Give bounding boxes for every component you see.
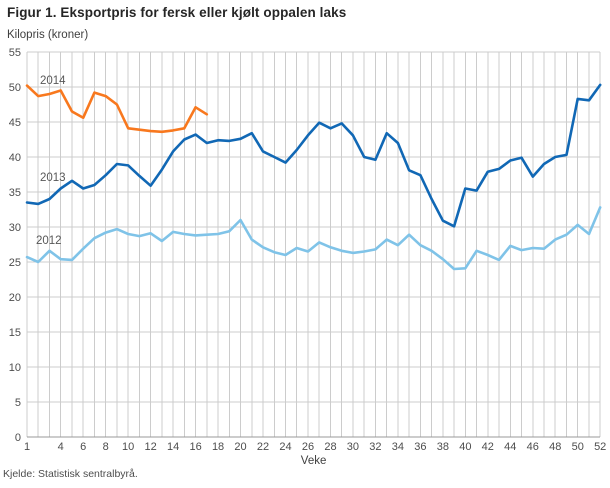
y-tick-label: 40 xyxy=(9,152,21,164)
y-tick-label: 0 xyxy=(15,432,21,444)
y-tick-label: 20 xyxy=(9,292,21,304)
x-axis-title: Veke xyxy=(301,455,327,467)
series-label-2014: 2014 xyxy=(40,75,66,87)
x-tick-label: 24 xyxy=(279,441,291,453)
source-note: Kjelde: Statistisk sentralbyrå. xyxy=(3,468,138,480)
x-tick-label: 20 xyxy=(234,441,246,453)
y-tick-label: 30 xyxy=(9,222,21,234)
x-tick-label: 44 xyxy=(504,441,516,453)
x-tick-label: 48 xyxy=(549,441,561,453)
x-tick-label: 4 xyxy=(58,441,64,453)
x-tick-label: 10 xyxy=(122,441,134,453)
y-tick-label: 50 xyxy=(9,82,21,94)
y-tick-label: 25 xyxy=(9,257,21,269)
x-tick-label: 28 xyxy=(324,441,336,453)
chart-title: Figur 1. Eksportpris for fersk eller kjø… xyxy=(7,5,347,20)
x-tick-label: 32 xyxy=(369,441,381,453)
x-tick-label: 34 xyxy=(392,441,404,453)
series-line-2012 xyxy=(25,206,602,271)
x-tick-label: 14 xyxy=(167,441,179,453)
y-tick-label: 45 xyxy=(9,117,21,129)
y-tick-label: 10 xyxy=(9,362,21,374)
x-tick-label: 22 xyxy=(257,441,269,453)
x-tick-label: 52 xyxy=(594,441,606,453)
series-line-2014 xyxy=(25,84,209,134)
x-tick-label: 30 xyxy=(347,441,359,453)
x-tick-label: 42 xyxy=(482,441,494,453)
x-tick-label: 40 xyxy=(459,441,471,453)
x-tick-label: 16 xyxy=(189,441,201,453)
series-label-2013: 2013 xyxy=(40,172,66,184)
x-tick-label: 1 xyxy=(24,441,30,453)
y-tick-label: 5 xyxy=(15,397,21,409)
x-tick-label: 36 xyxy=(414,441,426,453)
x-tick-label: 26 xyxy=(302,441,314,453)
x-tick-label: 12 xyxy=(145,441,157,453)
x-tick-label: 50 xyxy=(572,441,584,453)
x-tick-label: 46 xyxy=(527,441,539,453)
x-tick-label: 38 xyxy=(437,441,449,453)
y-axis-unit-label: Kilopris (kroner) xyxy=(7,29,89,41)
y-tick-label: 15 xyxy=(9,327,21,339)
series-line-2013 xyxy=(25,83,602,228)
y-tick-label: 35 xyxy=(9,187,21,199)
y-tick-label: 55 xyxy=(9,47,21,59)
x-tick-label: 18 xyxy=(212,441,224,453)
series-label-2012: 2012 xyxy=(36,235,62,247)
x-tick-label: 6 xyxy=(80,441,86,453)
x-tick-label: 8 xyxy=(103,441,109,453)
gridlines xyxy=(26,51,601,438)
